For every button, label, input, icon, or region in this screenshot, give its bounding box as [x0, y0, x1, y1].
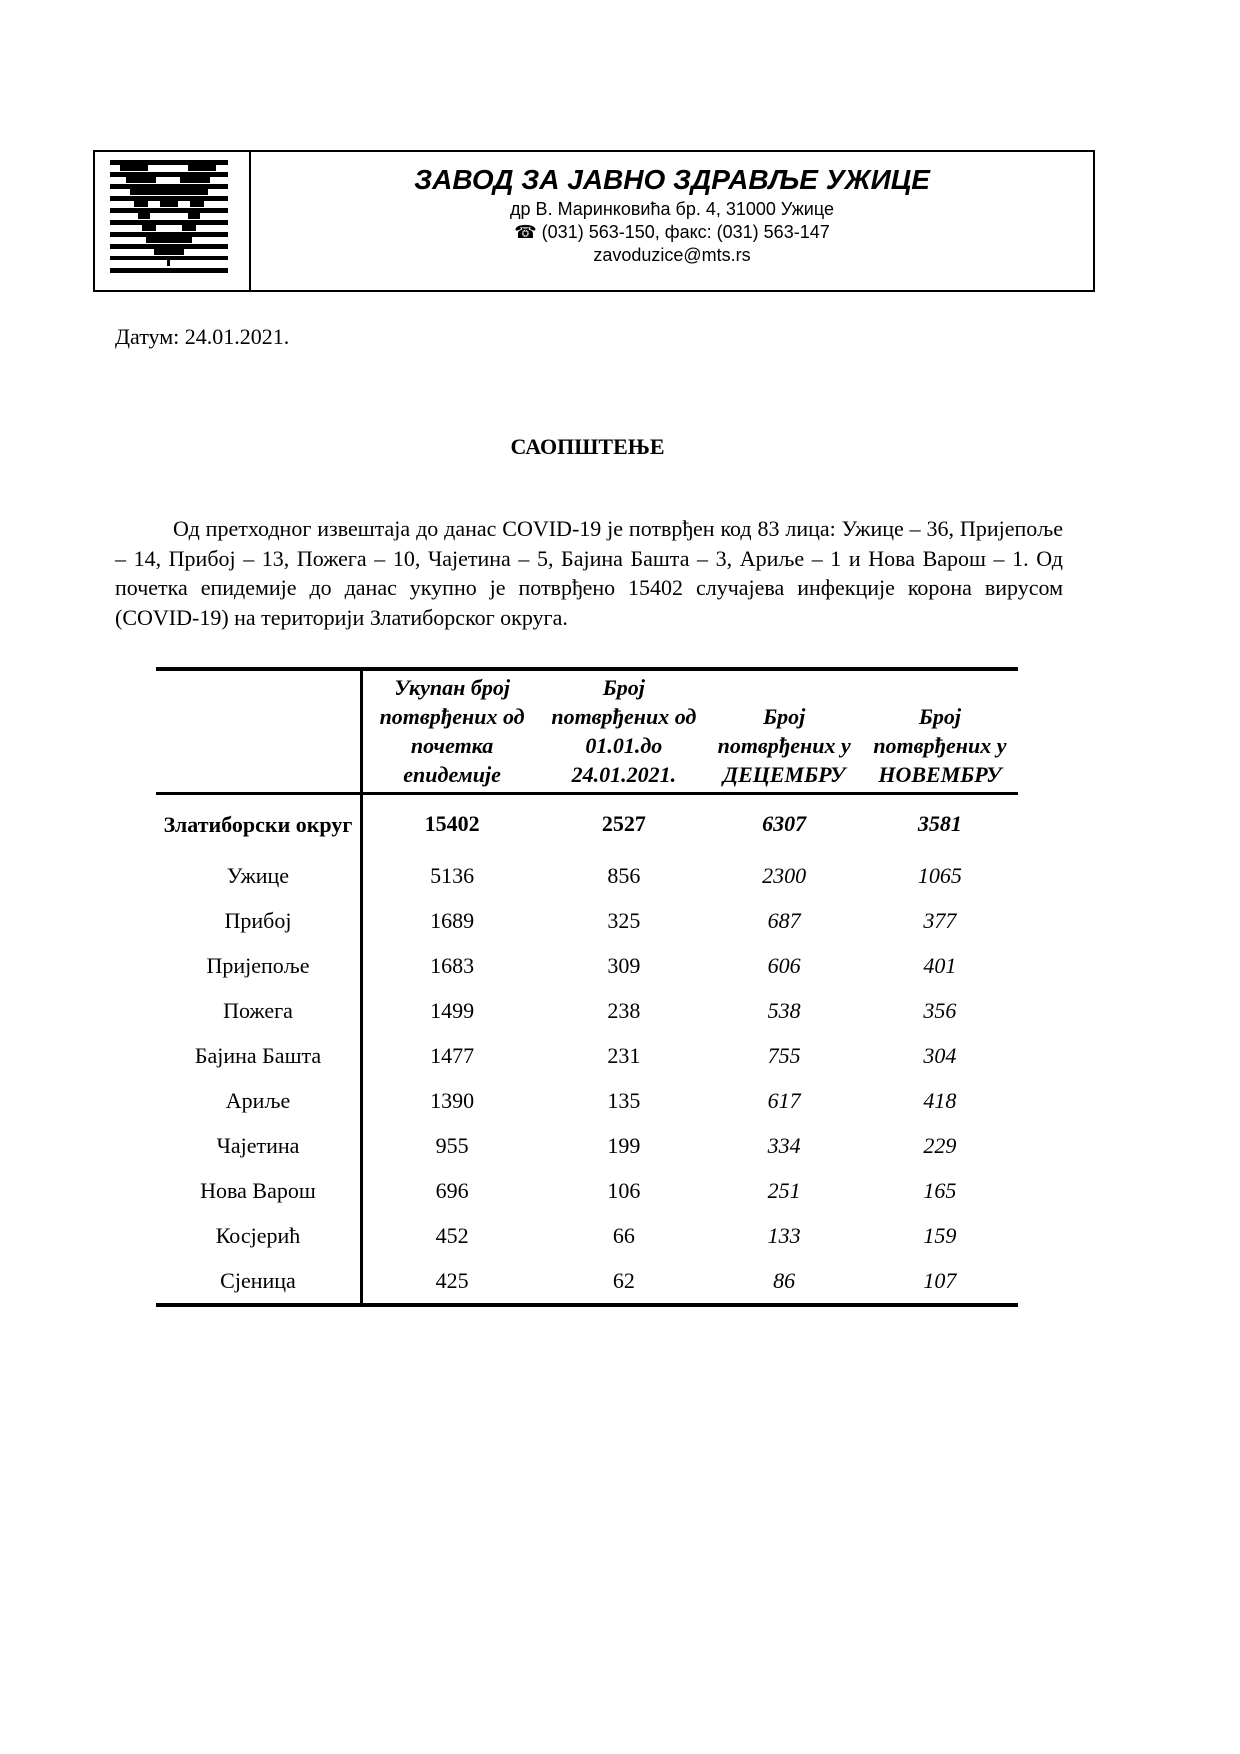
- table-row: Ариље 1390 135 617 418: [156, 1078, 1018, 1123]
- cell: Нова Варош: [156, 1168, 363, 1213]
- cell: 955: [435, 1132, 469, 1158]
- cell: 251: [767, 1177, 801, 1203]
- table-row: Ужице 5136 856 2300 1065: [156, 853, 1018, 898]
- cell: 1065: [917, 862, 962, 888]
- cell: 5136: [430, 862, 475, 888]
- email: zavoduzice@mts.rs: [593, 245, 751, 265]
- cell: 1689: [430, 907, 475, 933]
- cases-table: Укупан број потврђених од почетка епидем…: [156, 667, 1018, 1307]
- cell: Сјеница: [156, 1258, 363, 1305]
- column-header: [156, 669, 363, 794]
- column-header: Број потврђених у ДЕЦЕМБРУ: [717, 704, 851, 787]
- telephone-icon: ☎: [514, 222, 542, 242]
- cell: 538: [767, 997, 801, 1023]
- cell: 107: [923, 1267, 957, 1293]
- column-header: Број потврђених од 01.01.до 24.01.2021.: [551, 675, 697, 787]
- cell: Чајетина: [156, 1123, 363, 1168]
- cell: 1477: [430, 1042, 475, 1068]
- cell: 135: [607, 1087, 641, 1113]
- table-row: Бајина Башта 1477 231 755 304: [156, 1033, 1018, 1078]
- table-row: Прибој 1689 325 687 377: [156, 898, 1018, 943]
- table-row: Сјеница 425 62 86 107: [156, 1258, 1018, 1305]
- document-title: САОПШТЕЊЕ: [510, 434, 665, 459]
- cell: 1390: [430, 1087, 475, 1113]
- cell: 1499: [430, 997, 475, 1023]
- cell: 3581: [917, 811, 962, 836]
- column-header: Укупан број потврђених од почетка епидем…: [379, 675, 525, 787]
- cell: 696: [435, 1177, 469, 1203]
- cell: Бајина Башта: [156, 1033, 363, 1078]
- cell: 6307: [762, 811, 807, 836]
- cell: 687: [767, 907, 801, 933]
- cell: 238: [607, 997, 641, 1023]
- cell: Прибој: [156, 898, 363, 943]
- announcement-paragraph: Од претходног извештаја до данас COVID-1…: [115, 516, 1063, 630]
- document-date: Датум: 24.01.2021.: [115, 324, 290, 349]
- table-row: Пријепоље 1683 309 606 401: [156, 943, 1018, 988]
- cell: 325: [607, 907, 641, 933]
- cell: 15402: [424, 811, 480, 836]
- cell: Пријепоље: [156, 943, 363, 988]
- phone-fax: (031) 563-150, факс: (031) 563-147: [541, 222, 830, 242]
- table-header-row: Укупан број потврђених од почетка епидем…: [156, 669, 1018, 794]
- cell: Златиборски округ: [156, 793, 363, 853]
- cell: 356: [923, 997, 957, 1023]
- cell: 418: [923, 1087, 957, 1113]
- address: др В. Маринковића бр. 4, 31000 Ужице: [510, 199, 834, 219]
- cell: 199: [607, 1132, 641, 1158]
- cell: Ариље: [156, 1078, 363, 1123]
- institute-logo-icon: [110, 160, 228, 273]
- cell: Пожега: [156, 988, 363, 1033]
- cell: 106: [607, 1177, 641, 1203]
- cell: 86: [773, 1267, 796, 1293]
- table-row: Чајетина 955 199 334 229: [156, 1123, 1018, 1168]
- cell: 62: [612, 1267, 635, 1293]
- cell: 334: [767, 1132, 801, 1158]
- cell: 309: [607, 952, 641, 978]
- cell: 229: [923, 1132, 957, 1158]
- cell: 304: [923, 1042, 957, 1068]
- cell: 755: [767, 1042, 801, 1068]
- cell: 377: [923, 907, 957, 933]
- cell: 856: [607, 862, 641, 888]
- cell: 401: [923, 952, 957, 978]
- cell: 66: [612, 1222, 635, 1248]
- logo-cell: [95, 152, 251, 290]
- phone-line: ☎ (031) 563-150, факс: (031) 563-147: [251, 221, 1093, 244]
- table-row: Пожега 1499 238 538 356: [156, 988, 1018, 1033]
- organization-info: ЗАВОД ЗА ЈАВНО ЗДРАВЉЕ УЖИЦЕ др В. Марин…: [251, 162, 1093, 267]
- cell: 617: [767, 1087, 801, 1113]
- cell: 133: [767, 1222, 801, 1248]
- cell: 2527: [601, 811, 646, 836]
- table-row: Косјерић 452 66 133 159: [156, 1213, 1018, 1258]
- cell: Ужице: [156, 853, 363, 898]
- cell: 452: [435, 1222, 469, 1248]
- cell: 1683: [430, 952, 475, 978]
- cell: 606: [767, 952, 801, 978]
- column-header: Број потврђених у НОВЕМБРУ: [873, 704, 1007, 787]
- letterhead: ЗАВОД ЗА ЈАВНО ЗДРАВЉЕ УЖИЦЕ др В. Марин…: [93, 150, 1095, 292]
- organization-name: ЗАВОД ЗА ЈАВНО ЗДРАВЉЕ УЖИЦЕ: [414, 164, 930, 195]
- cell: 231: [607, 1042, 641, 1068]
- total-row: Златиборски округ 15402 2527 6307 3581: [156, 793, 1018, 853]
- cell: 425: [435, 1267, 469, 1293]
- cell: 165: [923, 1177, 957, 1203]
- table-row: Нова Варош 696 106 251 165: [156, 1168, 1018, 1213]
- cell: 159: [923, 1222, 957, 1248]
- cell: 2300: [762, 862, 807, 888]
- cell: Косјерић: [156, 1213, 363, 1258]
